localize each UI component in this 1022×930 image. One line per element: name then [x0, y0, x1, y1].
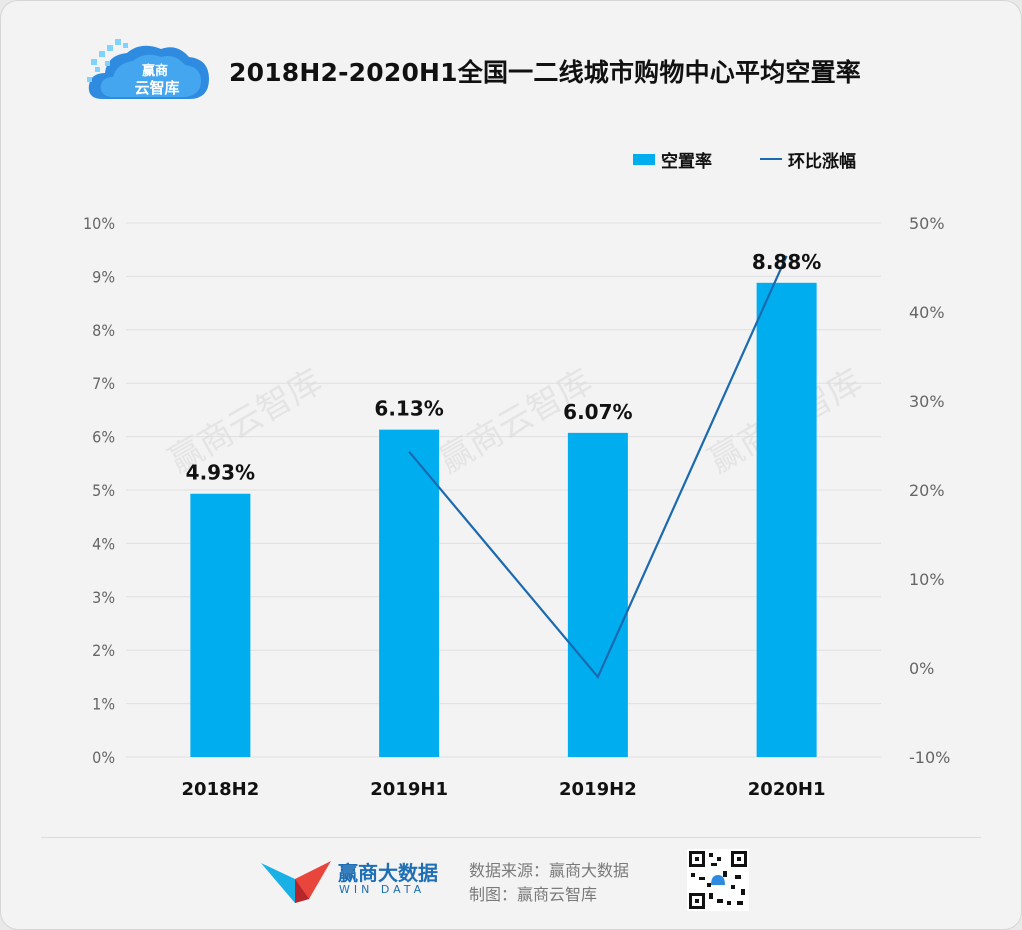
brand-name: 赢商大数据: [338, 861, 438, 885]
bar: [756, 282, 817, 757]
legend-bar-label: 空置率: [661, 151, 712, 172]
cloud-logo-icon: 赢商 云智库: [87, 39, 209, 99]
bar-data-label: 8.88%: [752, 250, 821, 274]
y-left-tick-label: 0%: [92, 748, 115, 767]
legend-line-swatch: [760, 158, 782, 160]
legend-line-label: 环比涨幅: [788, 151, 856, 172]
bar: [379, 429, 440, 757]
y-right-tick-label: 40%: [909, 303, 945, 322]
footer-divider: [41, 837, 981, 838]
y-right-tick-label: 20%: [909, 481, 945, 500]
y-right-tick-label: 0%: [909, 659, 934, 678]
y-right-tick-label: 50%: [909, 214, 945, 233]
chart-legend: 空置率 环比涨幅: [633, 147, 856, 172]
bar-data-label: 4.93%: [186, 461, 255, 485]
brand-logo: 赢商 云智库: [85, 37, 213, 109]
footer-brand: 赢商大数据 WIN DATA: [259, 857, 449, 907]
bar: [190, 493, 251, 757]
x-category-label: 2019H1: [370, 779, 448, 800]
bar-data-label: 6.07%: [563, 400, 632, 424]
chart-plot: 0% 1% 2% 3% 4% 5% 6% 7% 8% 9% 10% -10% 0% 10% 20% 30% 40…: [83, 214, 950, 800]
y-left-tick-label: 10%: [83, 214, 115, 233]
made-by-text: 制图：赢商云智库: [469, 885, 598, 904]
legend-item-line: 环比涨幅: [760, 147, 856, 172]
y-left-tick-label: 4%: [92, 534, 115, 553]
y-right-tick-label: 30%: [909, 392, 945, 411]
source-text: 数据来源：赢商大数据: [469, 861, 630, 880]
chart-title: 2018H2-2020H1全国一二线城市购物中心平均空置率: [229, 58, 861, 87]
y-left-tick-label: 8%: [92, 321, 115, 340]
y-right-tick-label: -10%: [909, 748, 950, 767]
y-left-tick-label: 2%: [92, 641, 115, 660]
y-left-tick-label: 1%: [92, 695, 115, 714]
y-left-tick-label: 6%: [92, 428, 115, 447]
footer-source: 数据来源：赢商大数据 制图：赢商云智库: [469, 859, 629, 907]
y-left-tick-label: 5%: [92, 481, 115, 500]
x-category-label: 2020H1: [748, 779, 826, 800]
legend-bar-swatch: [633, 153, 655, 165]
brand-subtitle: WIN DATA: [339, 883, 426, 896]
bar: [567, 432, 628, 757]
y-left-tick-label: 7%: [92, 374, 115, 393]
windata-logo-icon: [261, 861, 331, 903]
y-right-tick-label: 10%: [909, 570, 945, 589]
y-left-tick-label: 9%: [92, 267, 115, 286]
logo-text-line2: 云智库: [134, 79, 179, 97]
y-left-tick-label: 3%: [92, 588, 115, 607]
x-category-label: 2018H2: [182, 779, 260, 800]
bar-data-label: 6.13%: [374, 397, 443, 421]
legend-item-bar: 空置率: [633, 147, 712, 172]
x-category-label: 2019H2: [559, 779, 637, 800]
logo-text-line1: 赢商: [142, 63, 168, 79]
qr-code-icon: [687, 849, 749, 911]
